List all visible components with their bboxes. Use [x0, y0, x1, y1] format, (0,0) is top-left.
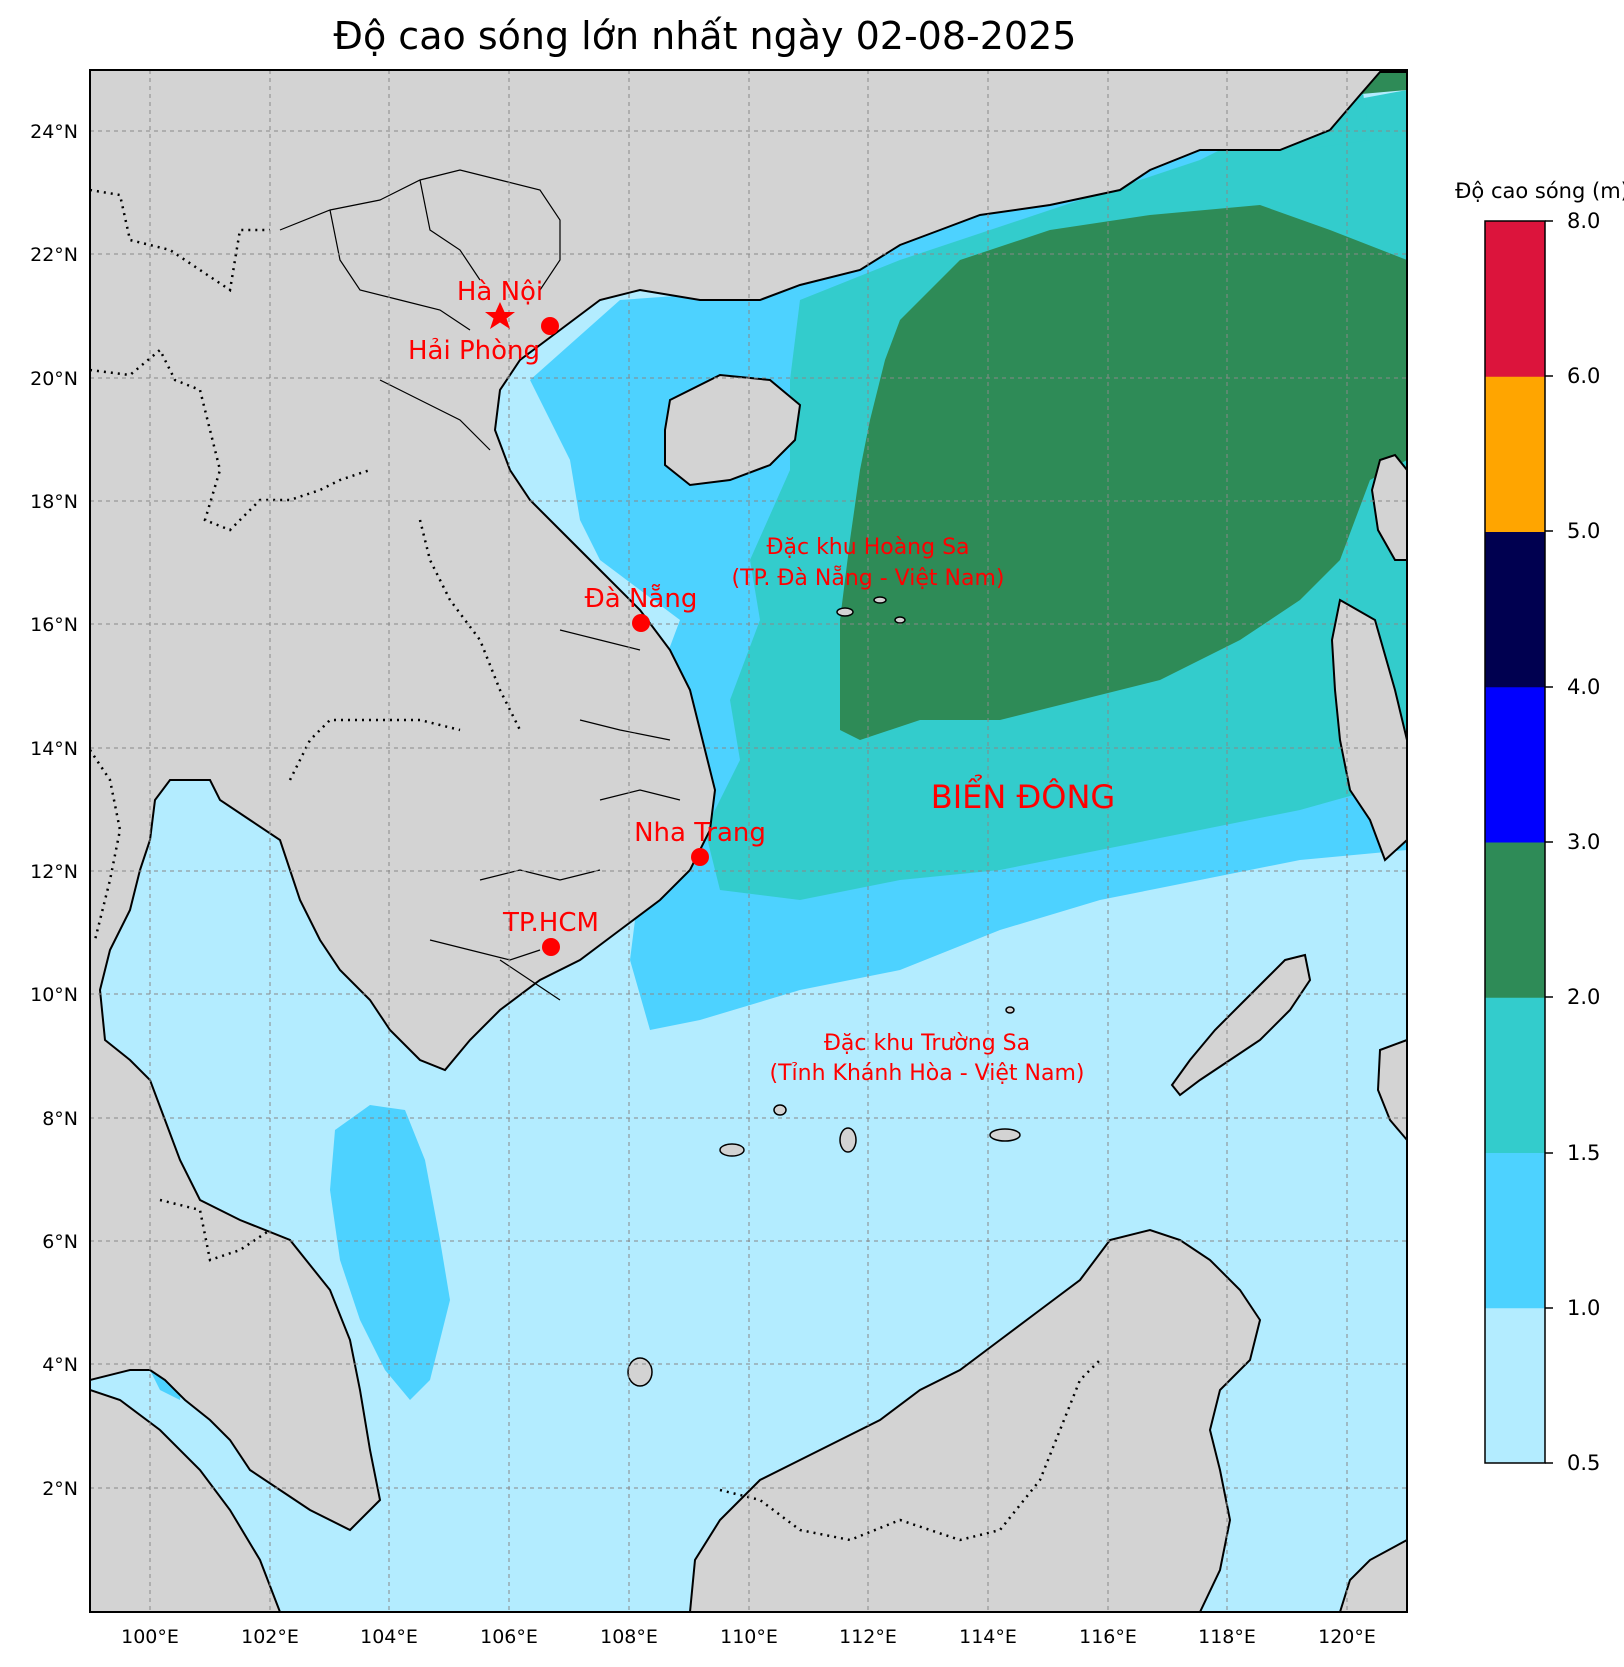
- islands: [627, 596, 1021, 1387]
- lon-tick: 110°E: [720, 1626, 778, 1648]
- lat-tick: 6°N: [42, 1231, 78, 1253]
- lon-tick: 112°E: [839, 1626, 897, 1648]
- lat-tick: 14°N: [30, 738, 78, 760]
- land-mainland: [90, 70, 1407, 1532]
- colorbar-bin: [1485, 376, 1545, 532]
- label-hoang-sa: Đặc khu Hoàng Sa: [766, 535, 969, 560]
- colorbar-tick-marks: [1545, 220, 1553, 1464]
- lon-tick: 118°E: [1198, 1626, 1256, 1648]
- lon-tick: 106°E: [480, 1626, 538, 1648]
- city-label-hcm: TP.HCM: [502, 908, 599, 938]
- colorbar-title: Độ cao sóng (m): [1455, 179, 1624, 203]
- lon-tick-labels: 100°E 102°E 104°E 106°E 108°E 110°E 112°…: [121, 1626, 1376, 1648]
- colorbar-bin: [1485, 531, 1545, 688]
- label-bien-dong: BIỂN ĐÔNG: [931, 774, 1115, 816]
- nhatrang-marker: [691, 848, 709, 866]
- lon-tick: 116°E: [1079, 1626, 1137, 1648]
- land-hainan: [664, 373, 802, 487]
- colorbar-tick: 1.0: [1567, 1296, 1600, 1320]
- lat-tick: 22°N: [30, 244, 78, 266]
- map-title: Độ cao sóng lớn nhất ngày 02-08-2025: [333, 14, 1077, 58]
- colorbar-bin: [1485, 997, 1545, 1153]
- colorbar-tick: 3.0: [1567, 830, 1600, 854]
- province-borders: [279, 169, 681, 1001]
- city-markers: [485, 302, 709, 956]
- land-borneo: [688, 1228, 1262, 1612]
- colorbar-bin: [1485, 686, 1545, 843]
- map-frame: [89, 69, 1408, 1613]
- label-hoang-sa-sub: (TP. Đà Nẵng - Việt Nam): [732, 565, 1005, 591]
- colorbar-bin: [1485, 221, 1545, 377]
- city-label-hanoi: Hà Nội: [457, 277, 543, 307]
- city-label-haiphong: Hải Phòng: [408, 336, 540, 366]
- lon-tick: 100°E: [121, 1626, 179, 1648]
- land-taiwan: [1370, 453, 1407, 561]
- lat-tick: 24°N: [30, 121, 78, 143]
- colorbar-tick: 8.0: [1567, 209, 1600, 233]
- danang-marker: [632, 614, 650, 632]
- colorbar-tick: 5.0: [1567, 519, 1600, 543]
- lat-tick: 12°N: [30, 861, 78, 883]
- colorbar-tick: 2.0: [1567, 985, 1600, 1009]
- colorbar-tick: 6.0: [1567, 364, 1600, 388]
- gridlines: [90, 70, 1407, 1612]
- land-luzon: [1330, 598, 1407, 862]
- label-truong-sa-sub: (Tỉnh Khánh Hòa - Việt Nam): [770, 1061, 1085, 1086]
- land-sulawesi: [1338, 1538, 1407, 1612]
- hcm-marker: [542, 938, 560, 956]
- lat-tick: 20°N: [30, 368, 78, 390]
- lat-tick-labels: 2°N 4°N 6°N 8°N 10°N 12°N 14°N 16°N 18°N…: [30, 121, 78, 1500]
- lon-tick: 104°E: [360, 1626, 418, 1648]
- lon-tick: 114°E: [959, 1626, 1017, 1648]
- wave-zone-1.0-1.5-gulf: [330, 1105, 450, 1400]
- colorbar-bin: [1485, 1307, 1545, 1464]
- land-mindanao: [1376, 1038, 1407, 1142]
- colorbar-bin: [1485, 842, 1545, 998]
- colorbar-tick: 4.0: [1567, 675, 1600, 699]
- lat-tick: 18°N: [30, 491, 78, 513]
- lat-tick: 16°N: [30, 614, 78, 636]
- wave-zone-2.0-3.0: [840, 205, 1407, 740]
- colorbar-bin: [1485, 1152, 1545, 1309]
- label-truong-sa: Đặc khu Trường Sa: [824, 1031, 1030, 1056]
- colorbar-tick: 0.5: [1567, 1451, 1600, 1475]
- lon-tick: 120°E: [1318, 1626, 1376, 1648]
- lat-tick: 2°N: [42, 1478, 78, 1500]
- lat-tick: 4°N: [42, 1354, 78, 1376]
- hanoi-star-marker: [485, 302, 515, 329]
- haiphong-marker: [541, 317, 559, 335]
- colorbar-tick: 1.5: [1567, 1141, 1600, 1165]
- lon-tick: 108°E: [600, 1626, 658, 1648]
- land-palawan: [1170, 953, 1312, 1097]
- national-borders: [90, 188, 1101, 1542]
- city-label-nhatrang: Nha Trang: [634, 818, 766, 848]
- colorbar: [1485, 221, 1545, 1464]
- colorbar-ticks: 0.5 1.0 1.5 2.0 3.0 4.0 5.0 6.0 8.0: [1567, 209, 1600, 1475]
- city-label-danang: Đà Nẵng: [585, 583, 698, 614]
- land-sumatra: [90, 1388, 282, 1612]
- lat-tick: 10°N: [30, 984, 78, 1006]
- lon-tick: 102°E: [241, 1626, 299, 1648]
- lat-tick: 8°N: [42, 1108, 78, 1130]
